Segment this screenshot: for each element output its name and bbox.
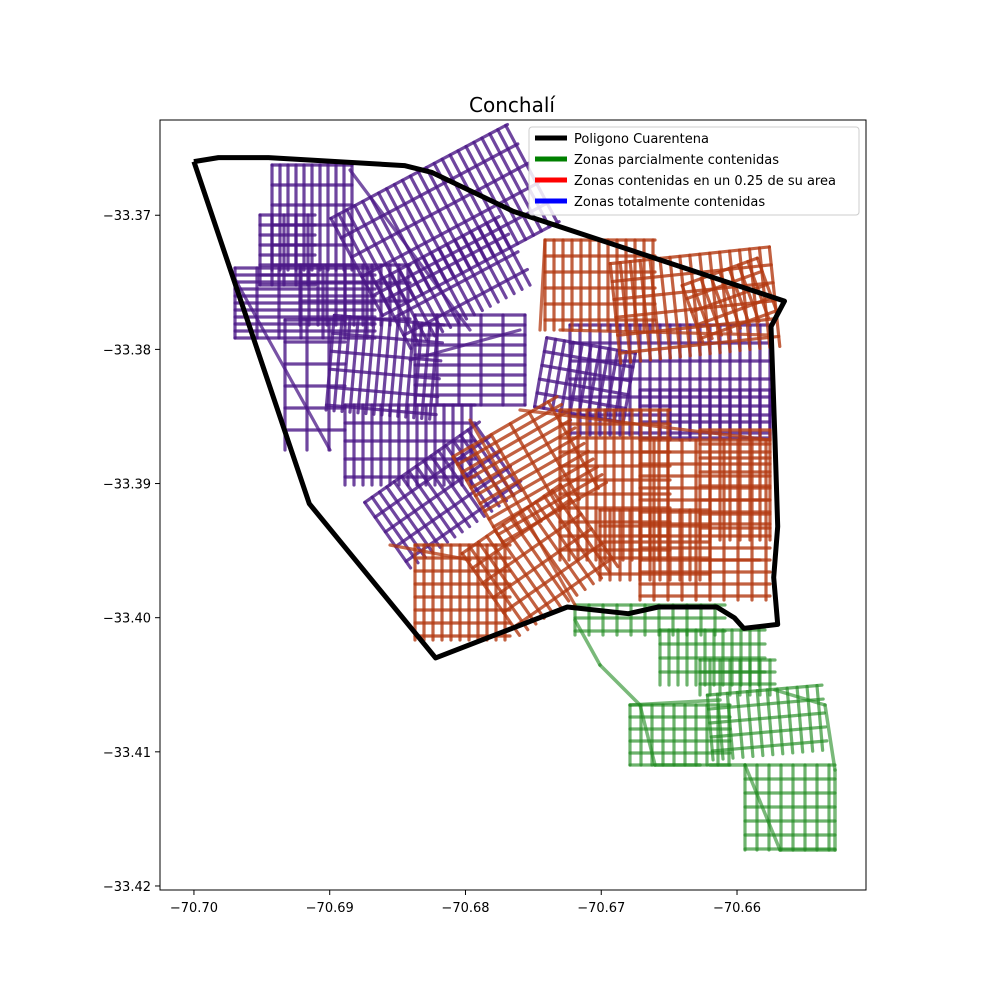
x-axis: −70.70 −70.69 −70.68 −70.67 −70.66 — [170, 890, 761, 916]
y-tick-label-4: −33.41 — [103, 746, 151, 761]
x-tick-label-1: −70.69 — [306, 901, 354, 916]
legend: Poligono Cuarentena Zonas parcialmente c… — [528, 126, 860, 216]
y-tick-label-0: −33.37 — [103, 209, 151, 224]
street-partial-outline-0 — [573, 618, 602, 667]
street-partial-outline-10 — [628, 698, 722, 707]
legend-label-quarantine: Poligono Cuarentena — [574, 132, 709, 147]
arterial-5 — [518, 408, 772, 442]
legend-label-quarter: Zonas contenidas en un 0.25 de su area — [574, 174, 836, 189]
arterial-2 — [468, 418, 577, 607]
quarantine-polygon — [191, 155, 787, 661]
street-grid-quarter-8 — [460, 483, 620, 637]
street-grid-partial-3 — [705, 683, 829, 762]
street-grid-quarter-9 — [698, 428, 772, 542]
x-tick-label-0: −70.70 — [170, 901, 218, 916]
x-tick-label-3: −70.67 — [577, 901, 625, 916]
street-grid-quarter-6 — [598, 508, 712, 582]
chart-title: Conchalí — [469, 93, 556, 117]
street-partial-outline-1 — [598, 663, 642, 707]
legend-label-total: Zonas totalmente contenidas — [574, 195, 765, 210]
street-partial-outline-5 — [743, 763, 782, 852]
arterial-0 — [348, 168, 472, 332]
arterial-3 — [538, 238, 547, 332]
legend-box — [528, 126, 860, 216]
y-tick-label-2: −33.39 — [103, 478, 151, 493]
legend-label-partial: Zonas parcialmente contenidas — [574, 153, 779, 168]
arterial-6 — [228, 268, 332, 452]
plot-area-frame — [159, 119, 867, 891]
street-grid-partial-4 — [743, 763, 837, 852]
y-tick-label-1: −33.38 — [103, 343, 151, 358]
arterial-4 — [558, 328, 772, 337]
arterial-7 — [388, 543, 472, 562]
street-grid-quarter-3 — [451, 395, 609, 545]
street-grid-partial-5 — [698, 658, 777, 697]
street-partial-outline-8 — [823, 703, 837, 772]
x-tick-label-2: −70.68 — [441, 901, 489, 916]
x-tick-label-4: −70.66 — [713, 901, 761, 916]
y-tick-label-3: −33.40 — [103, 612, 151, 627]
y-axis: −33.37 −33.38 −33.39 −33.40 −33.41 −33.42 — [103, 209, 160, 895]
street-partial-outline-2 — [638, 703, 657, 767]
street-grid-total-7 — [343, 403, 477, 487]
y-tick-label-5: −33.42 — [103, 880, 151, 895]
map-layer — [191, 122, 837, 852]
arterial-1 — [408, 328, 522, 362]
street-partial-outline-9 — [773, 688, 827, 707]
street-grid-total-12 — [258, 213, 317, 287]
